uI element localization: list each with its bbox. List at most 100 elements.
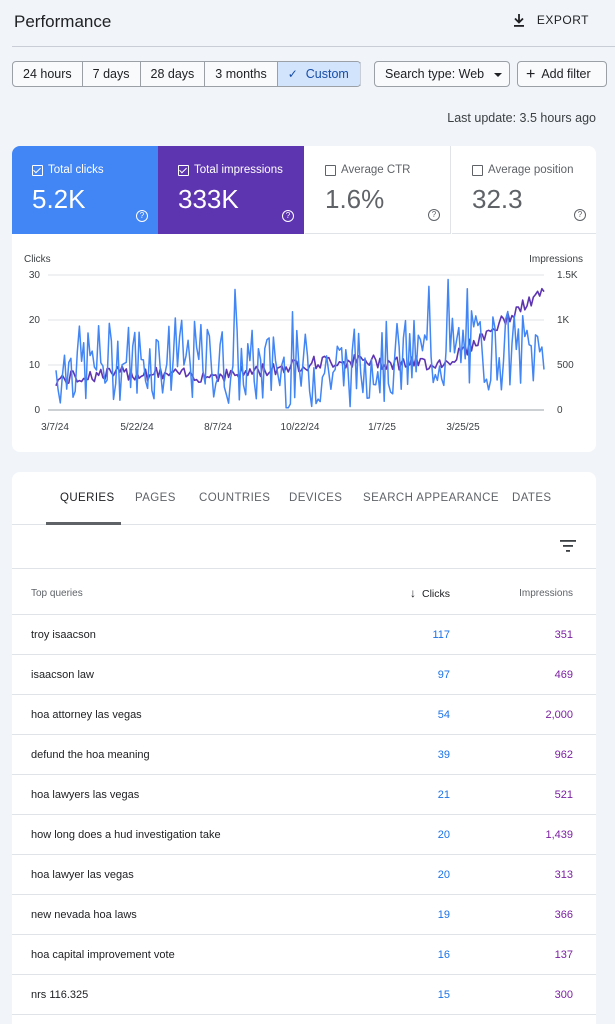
sort-arrow-down-icon: ↓ [410,586,416,600]
date-option-3-months[interactable]: 3 months [205,62,278,86]
right-tick: 1K [557,315,570,326]
x-tick: 10/22/24 [281,422,320,433]
clicks-cell: 117 [432,629,450,641]
clicks-cell: 39 [437,749,450,761]
table-row[interactable]: hoa lawyers las vegas 21 521 [12,775,596,815]
date-option-24-hours[interactable]: 24 hours [13,62,83,86]
query-cell: hoa lawyer las vegas [31,869,134,881]
impressions-cell: 962 [554,749,573,761]
table-row[interactable]: troy isaacson 117 351 [12,615,596,655]
column-header-query[interactable]: Top queries [31,588,83,599]
plus-icon: + [526,66,536,83]
metric-value: 5.2K [32,184,86,214]
clicks-series-line [55,278,545,409]
left-tick: 0 [34,405,40,416]
page-title: Performance [14,12,112,31]
checkbox-icon[interactable] [325,164,336,176]
metric-total-impressions[interactable]: Total impressions 333K ? [158,146,304,234]
left-tick: 10 [29,360,41,371]
table-row[interactable]: isaacson law 97 469 [12,655,596,695]
table-row[interactable]: hoa capital improvement vote 16 137 [12,935,596,975]
dimension-tabs: QUERIES PAGES COUNTRIES DEVICES SEARCH A… [12,472,596,525]
tab-countries[interactable]: COUNTRIES [199,492,271,504]
clicks-cell: 54 [437,709,450,721]
metric-total-clicks[interactable]: Total clicks 5.2K ? [12,146,158,234]
filter-divider [360,62,361,86]
header-divider [12,46,615,47]
query-cell: new nevada hoa laws [31,909,137,921]
checkbox-icon[interactable] [178,164,189,176]
clicks-cell: 16 [437,949,450,961]
download-icon [513,14,524,27]
impressions-cell: 351 [554,629,573,641]
date-option-7-days[interactable]: 7 days [83,62,141,86]
query-cell: hoa lawyers las vegas [31,789,140,801]
tab-pages[interactable]: PAGES [135,492,176,504]
impressions-cell: 521 [554,789,573,801]
left-tick: 20 [29,315,41,326]
checkbox-icon[interactable] [472,164,483,176]
active-tab-indicator [46,522,121,525]
date-option-custom[interactable]: ✓ Custom [277,62,360,86]
table-row[interactable]: how long does a hud investigation take 20… [12,815,596,855]
right-tick: 0 [557,405,563,416]
impressions-cell: 137 [554,949,573,961]
table-filter-bar [12,525,596,569]
performance-chart: Clicks Impressions 30 20 10 0 1.5K 1K 50… [24,254,583,433]
clicks-cell: 20 [437,829,450,841]
column-header-clicks[interactable]: ↓ Clicks [410,586,450,600]
help-icon[interactable]: ? [428,209,440,221]
filter-icon[interactable] [560,539,576,553]
clicks-cell: 15 [437,989,450,1001]
clicks-cell: 19 [437,909,450,921]
x-tick: 3/7/24 [41,422,69,433]
query-cell: how long does a hud investigation take [31,829,221,841]
tab-dates[interactable]: DATES [512,492,552,504]
metric-value: 333K [178,184,239,214]
impressions-cell: 300 [554,989,573,1001]
left-tick: 30 [29,270,41,281]
impressions-cell: 469 [554,669,573,681]
query-cell: hoa capital improvement vote [31,949,175,961]
query-cell: nrs 116.325 [31,989,89,1001]
help-icon[interactable]: ? [282,210,294,222]
table-row[interactable]: defund the hoa meaning 39 962 [12,735,596,775]
table-row[interactable]: nrs 116.325 15 300 [12,975,596,1015]
x-tick: 5/22/24 [120,422,154,433]
page-header: Performance EXPORT [0,0,615,46]
x-tick: 3/25/25 [446,422,480,433]
metric-average-position[interactable]: Average position 32.3 ? [452,146,596,234]
column-header-impressions[interactable]: Impressions [519,588,573,599]
tab-queries[interactable]: QUERIES [60,492,115,504]
table-row[interactable]: hoa attorney las vegas 54 2,000 [12,695,596,735]
clicks-cell: 20 [437,869,450,881]
tab-search-appearance[interactable]: SEARCH APPEARANCE [363,492,499,504]
help-icon[interactable]: ? [136,210,148,222]
impressions-cell: 313 [554,869,573,881]
export-button[interactable]: EXPORT [511,12,589,28]
tab-devices[interactable]: DEVICES [289,492,343,504]
date-option-28-days[interactable]: 28 days [141,62,206,86]
metric-average-ctr[interactable]: Average CTR 1.6% ? [305,146,451,234]
search-type-dropdown[interactable]: Search type: Web [374,61,510,87]
x-tick: 8/7/24 [204,422,232,433]
last-update-text: Last update: 3.5 hours ago [447,111,596,125]
clicks-cell: 21 [437,789,450,801]
queries-table-card: QUERIES PAGES COUNTRIES DEVICES SEARCH A… [12,472,596,1024]
x-tick: 1/7/25 [368,422,396,433]
table-row[interactable]: hoa lawyer las vegas 20 313 [12,855,596,895]
right-tick: 1.5K [557,270,578,281]
impressions-cell: 1,439 [545,829,573,841]
left-axis-title: Clicks [24,254,51,265]
impressions-cell: 2,000 [545,709,573,721]
performance-card: Total clicks 5.2K ? Total impressions 33… [12,146,596,452]
impressions-cell: 366 [554,909,573,921]
help-icon[interactable]: ? [574,209,586,221]
metric-value: 32.3 [472,184,523,214]
checkbox-icon[interactable] [32,164,43,176]
export-label: EXPORT [536,13,589,27]
table-row[interactable]: new nevada hoa laws 19 366 [12,895,596,935]
add-filter-button[interactable]: + Add filter [517,61,607,87]
checkmark-icon: ✓ [287,67,298,81]
query-cell: defund the hoa meaning [31,749,150,761]
